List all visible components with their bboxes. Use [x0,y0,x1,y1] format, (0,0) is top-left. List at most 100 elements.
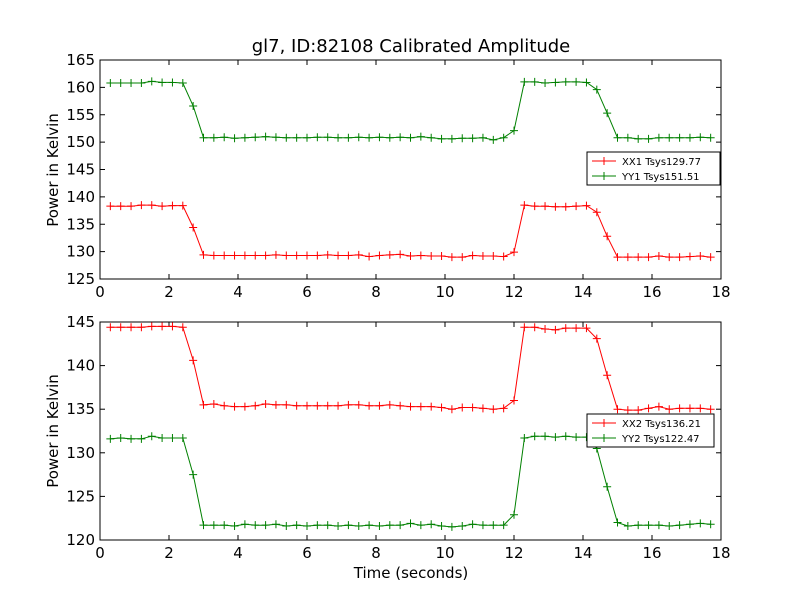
x-tick-label: 12 [504,544,523,562]
data-point-marker [189,356,198,365]
data-point-marker [313,133,322,142]
data-point-marker [696,133,705,142]
data-point-marker [282,400,291,409]
data-point-marker [530,77,539,86]
data-point-marker [665,133,674,142]
data-point-marker [551,202,560,211]
data-point-marker [458,253,467,262]
x-tick-label: 14 [573,283,592,301]
data-point-marker [271,400,280,409]
data-point-marker [592,208,601,217]
data-point-marker [240,402,249,411]
data-point-marker [499,404,508,413]
data-point-marker [644,253,653,262]
data-point-marker [489,252,498,261]
data-point-marker [634,521,643,530]
data-point-marker [437,134,446,143]
data-point-marker [251,251,260,260]
y-axis-label-bottom: Power in Kelvin [44,374,62,488]
data-point-marker [489,405,498,414]
data-point-marker [137,434,146,443]
data-point-marker [696,404,705,413]
data-point-marker [468,520,477,529]
data-point-marker [510,248,518,257]
data-point-marker [220,521,229,530]
data-point-marker [385,400,394,409]
data-point-marker [158,322,167,331]
data-point-marker [313,401,322,410]
data-point-marker [530,323,539,332]
data-point-marker [209,521,218,530]
data-point-marker [427,520,436,529]
data-point-marker [271,133,280,142]
data-point-marker [116,202,125,211]
data-point-marker [468,134,477,143]
data-point-marker [137,323,146,332]
data-point-marker [437,522,446,531]
data-point-marker [251,521,260,530]
data-point-marker [313,521,322,530]
data-point-marker [499,133,508,142]
data-point-marker [447,405,456,414]
data-point-marker [406,133,415,142]
data-point-marker [106,78,115,87]
data-point-marker [375,251,384,260]
data-point-marker [385,250,394,259]
data-point-marker [706,253,715,262]
data-point-marker [189,470,198,479]
data-point-marker [323,401,332,410]
data-point-marker [116,433,125,442]
y-tick-label: 130 [66,243,95,261]
data-point-marker [344,251,353,260]
data-point-marker [334,522,343,531]
data-point-marker [396,521,405,530]
data-point-marker [665,253,674,262]
data-point-marker [199,521,208,530]
data-point-marker [582,201,591,210]
data-point-marker [416,132,425,141]
data-point-marker [634,406,643,415]
data-point-marker [499,252,508,261]
data-point-marker [561,77,570,86]
data-point-marker [199,400,208,409]
top-panel: gl7, ID:82108 Calibrated Amplitude Power… [44,36,731,301]
data-point-marker [106,323,115,332]
data-point-marker [706,520,715,529]
legend-box [586,413,715,448]
y-tick-label: 160 [66,78,95,96]
data-point-marker [675,404,684,413]
data-point-marker [613,253,622,262]
y-tick-label: 140 [66,188,95,206]
data-point-marker [396,401,405,410]
data-point-marker [158,202,167,211]
data-point-marker [458,134,467,143]
data-point-marker [396,133,405,142]
data-point-marker [613,405,622,414]
data-point-marker [230,522,239,531]
data-point-marker [416,251,425,260]
data-point-marker [551,433,560,442]
data-point-marker [510,510,518,519]
data-point-marker [572,202,581,211]
data-point-marker [572,324,581,333]
data-point-marker [427,252,436,261]
data-point-marker [127,78,136,87]
data-point-marker [178,201,187,210]
data-point-marker [282,522,291,531]
data-point-marker [261,521,270,530]
data-point-marker [447,522,456,531]
data-point-marker [292,401,301,410]
data-point-marker [209,251,218,260]
data-point-marker [561,324,570,333]
x-tick-label: 2 [164,283,174,301]
legend: XX1 Tsys129.77 YY1 Tsys151.51 [586,151,721,186]
data-point-marker [240,251,249,260]
legend-label: XX2 Tsys136.21 [622,419,701,430]
data-point-marker [634,134,643,143]
plot-area-frame [99,321,722,541]
data-point-marker [261,399,270,408]
data-point-marker [654,252,663,261]
data-point-marker [375,133,384,142]
data-point-marker [220,251,229,260]
